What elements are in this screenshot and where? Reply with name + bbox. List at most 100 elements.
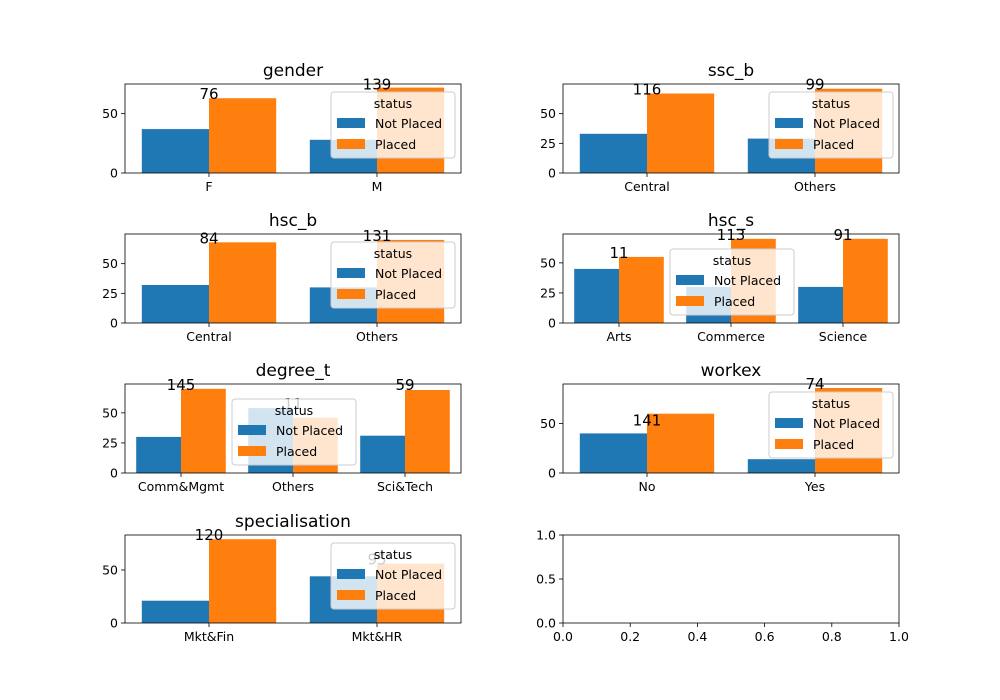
- legend-swatch: [337, 289, 365, 299]
- legend-label: Placed: [276, 444, 317, 459]
- subplot-title: hsc_b: [269, 211, 317, 231]
- subplot-gender: F M 76 139 0 50 gender status Not Placed Placed: [102, 61, 462, 194]
- bar-not-placed-yes: [747, 459, 815, 473]
- y-tick-label: 50: [102, 405, 118, 420]
- x-tick-label: 0.4: [687, 629, 707, 644]
- legend: status Not Placed Placed: [330, 241, 456, 309]
- bar-placed-arts: [619, 256, 664, 323]
- y-tick-label: 0: [548, 316, 556, 331]
- legend-label: Placed: [714, 294, 755, 309]
- x-tick-label: Others: [794, 179, 836, 194]
- x-tick-label: Commerce: [697, 329, 765, 344]
- y-tick-label: 0: [110, 466, 118, 481]
- legend-title: status: [812, 96, 850, 111]
- subplot-title: workex: [701, 361, 762, 381]
- x-tick-label: M: [372, 179, 383, 194]
- x-tick-label: F: [205, 179, 212, 194]
- subplot-hsc_s: Arts Commerce Science 11 113 91 0 25 50 hsc_sstat…: [540, 211, 900, 344]
- legend-title: status: [374, 96, 412, 111]
- bar-placed-comm&mgmt: [181, 388, 226, 473]
- axes-frame: [562, 233, 900, 324]
- bar-placed-sci&tech: [405, 390, 450, 473]
- bar-not-placed-comm&mgmt: [136, 436, 181, 473]
- legend-label: Not Placed: [813, 116, 880, 131]
- axes-frame: [562, 534, 900, 624]
- y-tick-label: 25: [540, 285, 556, 300]
- y-tick-label: 25: [540, 136, 556, 151]
- count-label: 145: [167, 376, 196, 394]
- legend-swatch: [238, 425, 266, 435]
- legend: status Not Placed Placed: [669, 248, 795, 316]
- subplot-specialisation: Mkt&FinMkt&HR12095050specialisationstatu…: [102, 512, 462, 644]
- bar-not-placed-mkt&fin: [141, 600, 209, 623]
- count-label: 91: [833, 226, 852, 244]
- y-tick-label: 25: [102, 435, 118, 450]
- x-tick-label: Mkt&Fin: [184, 629, 234, 644]
- count-label: 11: [609, 244, 628, 262]
- bar-placed-central: [209, 242, 277, 323]
- count-label: 139: [363, 76, 392, 94]
- y-tick-label: 50: [540, 416, 556, 431]
- axes-frame: [124, 83, 462, 174]
- legend-label: Not Placed: [375, 567, 442, 582]
- legend-swatch: [337, 590, 365, 600]
- y-tick-label: 0: [548, 466, 556, 481]
- x-tick-label: 1.0: [889, 629, 909, 644]
- count-label: 99: [805, 76, 824, 94]
- bar-not-placed-central: [579, 133, 647, 173]
- count-label: 84: [199, 229, 218, 247]
- legend-label: Not Placed: [813, 416, 880, 431]
- subplot-title: hsc_s: [708, 211, 754, 231]
- subplot-title: degree_t: [256, 361, 331, 381]
- legend: status Not Placed Placed: [330, 91, 456, 159]
- bar-not-placed-f: [141, 129, 209, 173]
- x-tick-label: Mkt&HR: [352, 629, 403, 644]
- legend-swatch: [337, 268, 365, 278]
- y-tick-label: 50: [102, 256, 118, 271]
- legend-title: status: [713, 253, 751, 268]
- axes-frame: [124, 383, 462, 474]
- y-tick-label: 25: [102, 286, 118, 301]
- y-tick-label: 0: [110, 166, 118, 181]
- legend-swatch: [676, 296, 704, 306]
- legend-label: Placed: [375, 137, 416, 152]
- x-tick-label: Central: [186, 329, 232, 344]
- legend-label: Placed: [375, 588, 416, 603]
- x-tick-label: No: [639, 479, 656, 494]
- legend-swatch: [775, 118, 803, 128]
- bar-not-placed-arts: [574, 268, 619, 323]
- x-tick-label: 0.8: [822, 629, 842, 644]
- count-label: 131: [363, 227, 392, 245]
- bar-placed-science: [843, 238, 888, 323]
- y-tick-label: 50: [102, 106, 118, 121]
- legend-swatch: [676, 275, 704, 285]
- count-label: 116: [633, 80, 662, 98]
- legend-swatch: [775, 439, 803, 449]
- bar-placed-mkt&fin: [209, 539, 277, 623]
- subplot-empty: 0.0 0.2 0.4 0.6 0.8 1.0 0.0 0.5 1.0: [536, 528, 909, 645]
- legend-title: status: [374, 246, 412, 261]
- x-tick-label: Science: [819, 329, 868, 344]
- bar-not-placed-central: [141, 285, 209, 323]
- x-tick-label: Yes: [804, 479, 825, 494]
- legend: status Not Placed Placed: [768, 91, 894, 159]
- legend-label: Placed: [375, 287, 416, 302]
- x-tick-label: Others: [356, 329, 398, 344]
- legend-label: Not Placed: [375, 266, 442, 281]
- y-tick-label: 50: [540, 255, 556, 270]
- y-tick-label: 1.0: [536, 528, 556, 543]
- y-tick-label: 0: [110, 316, 118, 331]
- legend-label: Placed: [813, 137, 854, 152]
- legend-title: status: [812, 396, 850, 411]
- x-tick-label: Sci&Tech: [377, 479, 433, 494]
- legend-label: Not Placed: [714, 273, 781, 288]
- y-tick-label: 0: [110, 616, 118, 631]
- axes-frame: [124, 534, 462, 624]
- legend-label: Placed: [813, 437, 854, 452]
- y-tick-label: 0.0: [536, 616, 556, 631]
- legend-label: Not Placed: [276, 423, 343, 438]
